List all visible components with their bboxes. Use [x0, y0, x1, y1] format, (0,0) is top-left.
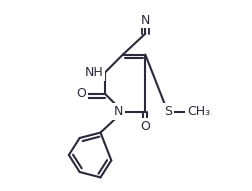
Text: S: S	[164, 105, 172, 118]
Text: N: N	[114, 105, 123, 118]
Text: N: N	[141, 14, 150, 27]
Text: O: O	[140, 120, 150, 133]
Text: NH: NH	[85, 66, 104, 79]
Text: O: O	[77, 87, 87, 100]
Text: CH₃: CH₃	[187, 105, 210, 118]
